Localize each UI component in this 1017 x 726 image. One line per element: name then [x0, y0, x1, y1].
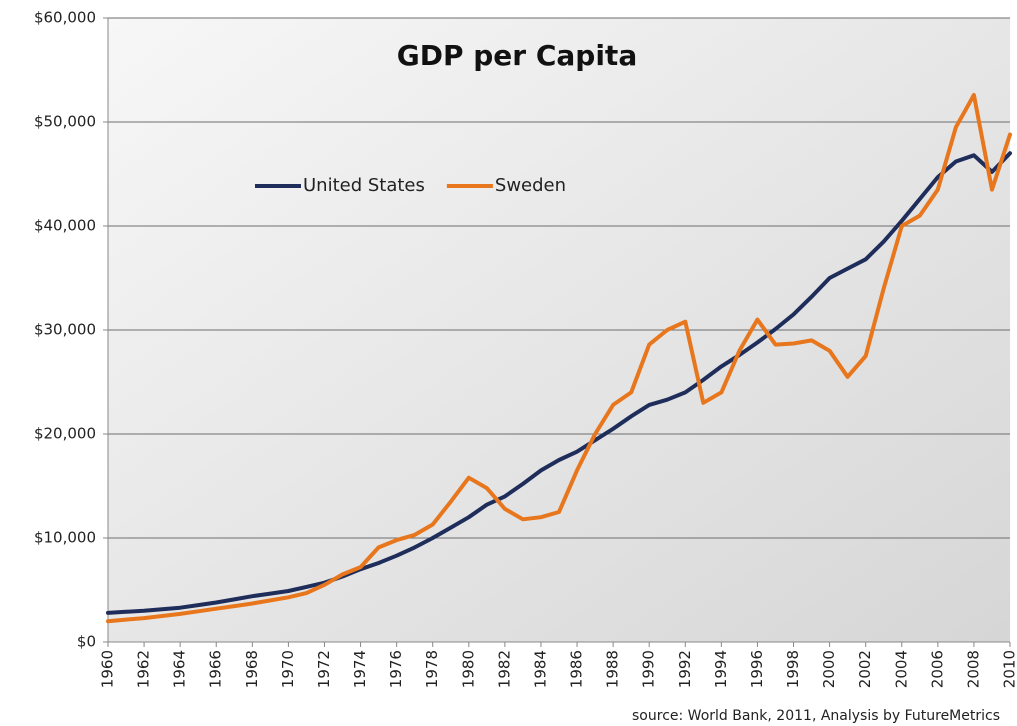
y-tick-label: $10,000 [34, 529, 96, 547]
x-tick-label: 1982 [495, 650, 513, 688]
x-tick-label: 2010 [1001, 650, 1017, 688]
x-tick-label: 1984 [531, 650, 549, 688]
x-tick-label: 1962 [135, 650, 153, 688]
x-tick-label: 2004 [892, 650, 910, 688]
x-tick-label: 1978 [423, 650, 441, 688]
x-tick-label: 1972 [315, 650, 333, 688]
x-tick-label: 1964 [171, 650, 189, 688]
x-tick-label: 2000 [820, 650, 838, 688]
x-tick-label: 1976 [387, 650, 405, 688]
x-tick-label: 1990 [640, 650, 658, 688]
x-tick-label: 2002 [856, 650, 874, 688]
legend-label: Sweden [495, 175, 566, 196]
chart-title: GDP per Capita [397, 39, 637, 72]
x-tick-label: 1998 [784, 650, 802, 688]
y-tick-label: $50,000 [34, 113, 96, 131]
x-tick-label: 1996 [748, 650, 766, 688]
series-line [106, 151, 1012, 615]
y-tick-label: $20,000 [34, 425, 96, 443]
x-tick-label: 2008 [964, 650, 982, 688]
x-tick-label: 1994 [712, 650, 730, 688]
y-tick-label: $40,000 [34, 217, 96, 235]
x-tick-label: 2006 [928, 650, 946, 688]
y-tick-label: $60,000 [34, 9, 96, 27]
y-tick-label: $30,000 [34, 321, 96, 339]
x-tick-label: 1980 [459, 650, 477, 688]
x-tick-label: 1960 [99, 650, 117, 688]
source-note: source: World Bank, 2011, Analysis by Fu… [632, 708, 1000, 724]
x-tick-label: 1968 [243, 650, 261, 688]
y-tick-label: $0 [77, 633, 96, 651]
x-tick-label: 1966 [207, 650, 225, 688]
x-tick-label: 1986 [568, 650, 586, 688]
x-tick-label: 1970 [279, 650, 297, 688]
x-tick-label: 1974 [351, 650, 369, 688]
x-tick-label: 1988 [604, 650, 622, 688]
x-tick-label: 1992 [676, 650, 694, 688]
series-line [106, 93, 1012, 624]
legend-label: United States [303, 175, 425, 196]
